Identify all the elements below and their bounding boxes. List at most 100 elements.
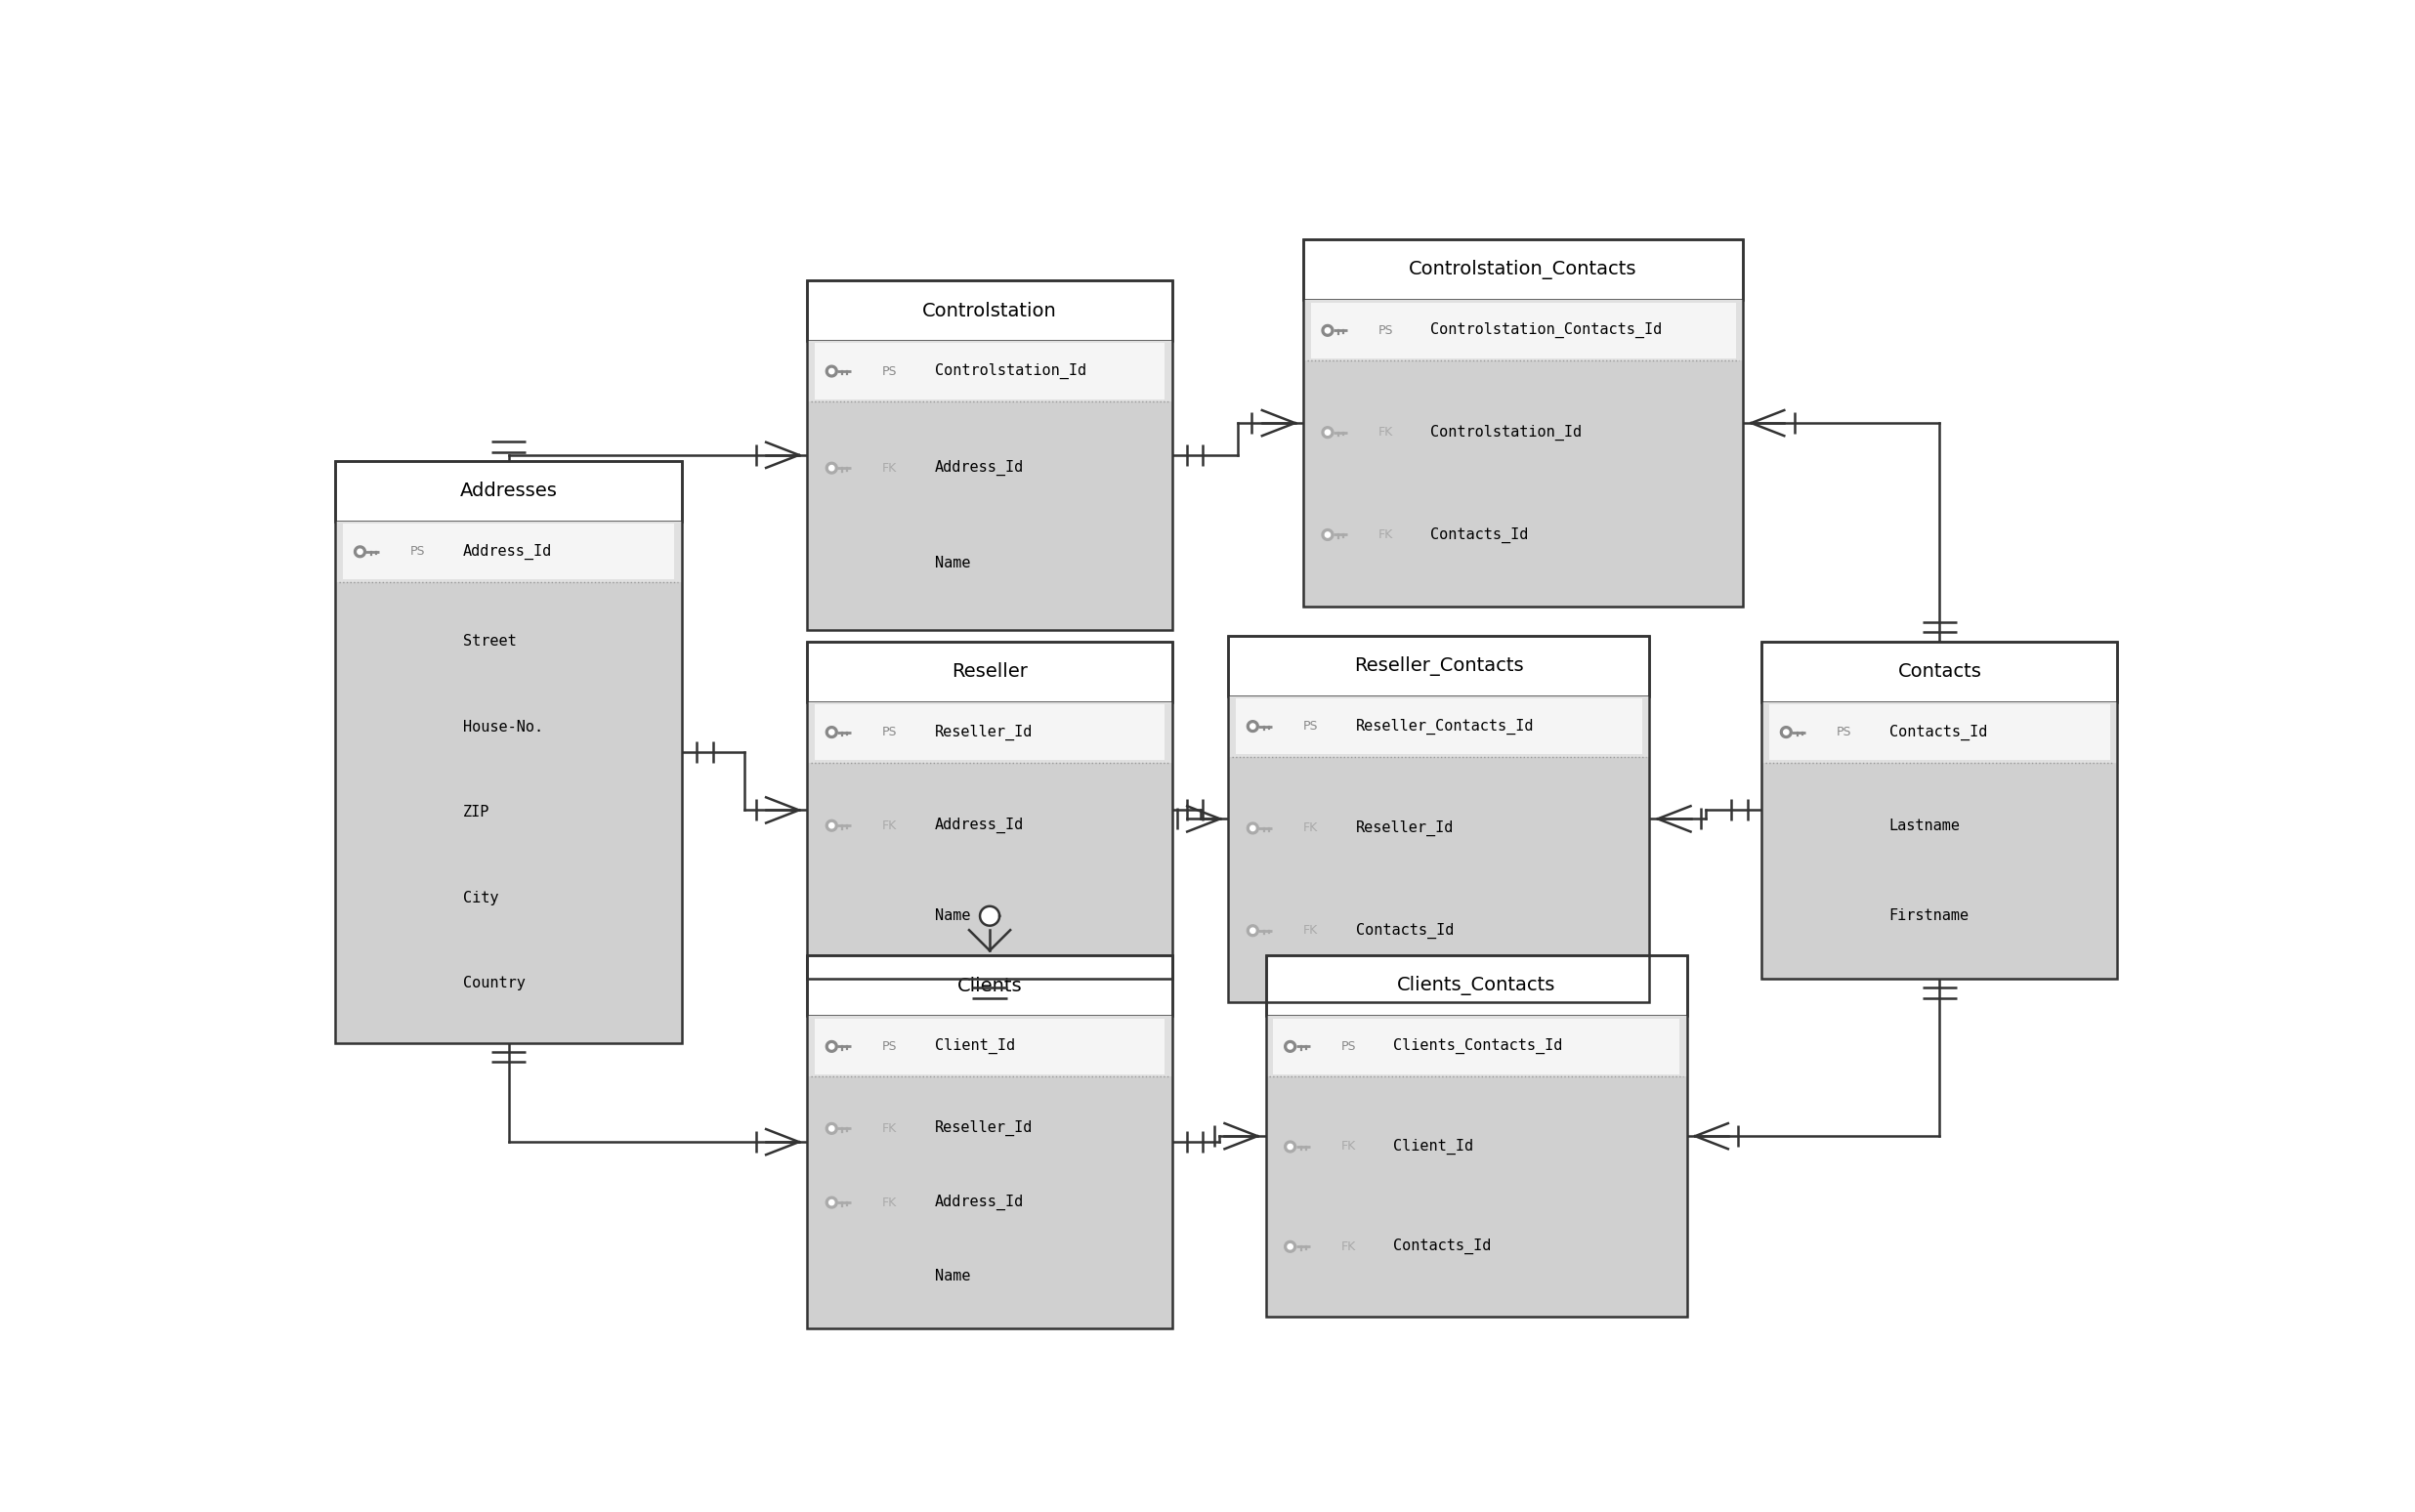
Text: Reseller_Contacts_Id: Reseller_Contacts_Id [1355, 718, 1534, 735]
Polygon shape [1287, 1043, 1292, 1049]
Bar [1304, 361, 1744, 606]
Text: Contacts_Id: Contacts_Id [1355, 922, 1454, 939]
Polygon shape [828, 823, 833, 829]
Polygon shape [828, 466, 833, 470]
Bar [1304, 240, 1744, 301]
Bar [807, 702, 1171, 762]
Polygon shape [1326, 429, 1331, 435]
Bar [1770, 705, 2111, 761]
Text: Contacts_Id: Contacts_Id [1393, 1238, 1490, 1255]
Bar [1311, 302, 1736, 358]
Bar [1273, 1019, 1678, 1075]
Bar [807, 956, 1171, 1016]
Text: FK: FK [1379, 528, 1393, 541]
Polygon shape [826, 366, 838, 376]
Text: Contacts: Contacts [1898, 662, 1980, 680]
Text: PS: PS [1379, 324, 1393, 337]
Text: Reseller_Id: Reseller_Id [935, 1120, 1034, 1137]
Bar [807, 641, 1171, 702]
Text: Reseller: Reseller [952, 662, 1029, 680]
Bar [1236, 699, 1642, 754]
Bar [1229, 635, 1649, 696]
Polygon shape [1251, 826, 1256, 830]
Polygon shape [828, 729, 833, 735]
Text: FK: FK [881, 820, 896, 832]
Bar [807, 280, 1171, 340]
Text: Reseller_Id: Reseller_Id [1355, 821, 1454, 836]
Text: PS: PS [411, 546, 425, 558]
Text: FK: FK [881, 1122, 896, 1136]
Text: Contacts_Id: Contacts_Id [1430, 526, 1529, 543]
Text: FK: FK [1379, 426, 1393, 438]
Text: Controlstation_Id: Controlstation_Id [1430, 425, 1582, 440]
Text: FK: FK [881, 461, 896, 475]
Polygon shape [826, 726, 838, 738]
Polygon shape [826, 1196, 838, 1208]
Text: Client_Id: Client_Id [1393, 1139, 1473, 1155]
Polygon shape [828, 1043, 833, 1049]
Polygon shape [1285, 1040, 1297, 1052]
Bar [1229, 756, 1649, 1002]
Polygon shape [1246, 925, 1258, 936]
Text: PS: PS [1340, 1040, 1355, 1052]
Text: Street: Street [464, 635, 517, 649]
Text: Name: Name [935, 909, 971, 924]
Bar [814, 343, 1164, 399]
Polygon shape [1287, 1145, 1292, 1149]
Text: PS: PS [1304, 720, 1319, 733]
Bar [807, 1077, 1171, 1328]
Text: Reseller_Id: Reseller_Id [935, 724, 1034, 739]
Text: Contacts_Id: Contacts_Id [1889, 724, 1988, 739]
Polygon shape [1321, 325, 1333, 336]
Bar [807, 1016, 1171, 1077]
Text: Clients: Clients [956, 977, 1022, 995]
Polygon shape [1246, 823, 1258, 835]
Bar [336, 582, 681, 1043]
Bar [807, 956, 1171, 1328]
Bar [814, 705, 1164, 761]
Polygon shape [826, 1123, 838, 1134]
Text: FK: FK [881, 1196, 896, 1208]
Bar [1304, 239, 1744, 606]
Bar [1763, 641, 2118, 702]
Text: PS: PS [881, 364, 898, 378]
Text: Address_Id: Address_Id [935, 818, 1024, 833]
Text: FK: FK [1340, 1240, 1355, 1253]
Polygon shape [1785, 729, 1790, 735]
Polygon shape [1326, 328, 1331, 333]
Bar [1265, 1016, 1688, 1077]
Bar [336, 522, 681, 582]
Bar [336, 461, 681, 522]
Polygon shape [1780, 726, 1792, 738]
Bar [807, 402, 1171, 629]
Text: FK: FK [1304, 823, 1319, 835]
Polygon shape [1326, 532, 1331, 537]
Polygon shape [1321, 426, 1333, 438]
Text: ZIP: ZIP [464, 804, 490, 820]
Text: Address_Id: Address_Id [935, 1194, 1024, 1211]
Bar [807, 280, 1171, 629]
Bar [807, 641, 1171, 978]
Text: Reseller_Contacts: Reseller_Contacts [1355, 656, 1524, 676]
Polygon shape [1251, 724, 1256, 729]
Polygon shape [357, 549, 362, 555]
Bar [807, 762, 1171, 978]
Text: City: City [464, 891, 497, 906]
Polygon shape [1285, 1241, 1297, 1252]
Text: FK: FK [1340, 1140, 1355, 1154]
Bar [1229, 696, 1649, 756]
Text: Address_Id: Address_Id [935, 460, 1024, 476]
Text: Country: Country [464, 975, 524, 990]
Text: Controlstation_Id: Controlstation_Id [935, 363, 1087, 380]
Bar [1265, 956, 1688, 1016]
Polygon shape [1251, 928, 1256, 933]
Text: Lastname: Lastname [1889, 818, 1961, 833]
Polygon shape [828, 1126, 833, 1131]
Text: Clients_Contacts: Clients_Contacts [1396, 977, 1555, 996]
Bar [1265, 1077, 1688, 1317]
Polygon shape [1287, 1244, 1292, 1249]
Polygon shape [828, 369, 833, 373]
Text: Name: Name [935, 1269, 971, 1284]
Bar [1763, 641, 2118, 978]
Text: PS: PS [881, 1040, 898, 1052]
